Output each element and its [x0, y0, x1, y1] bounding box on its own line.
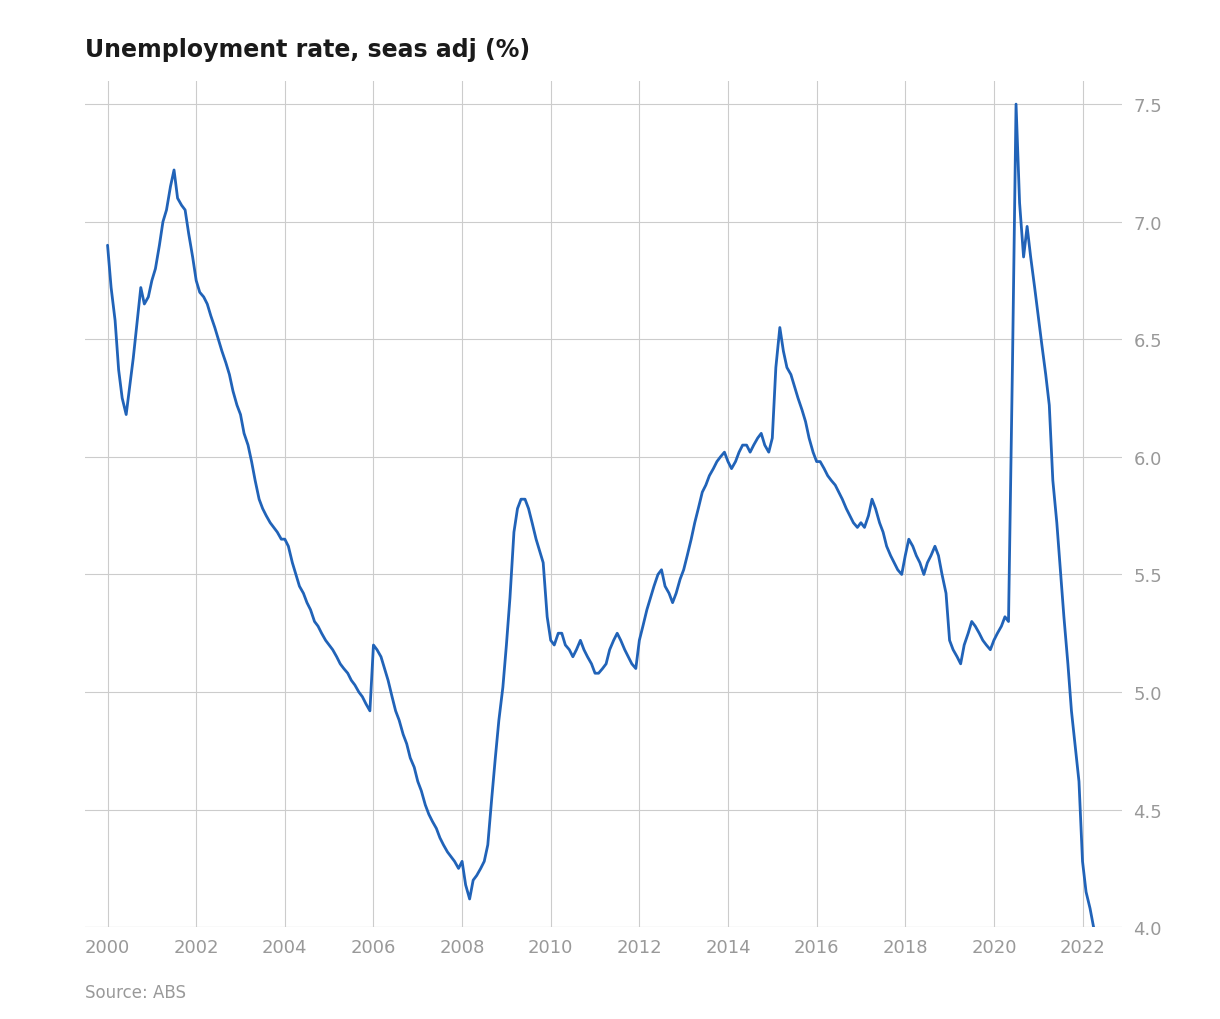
- Text: Source: ABS: Source: ABS: [85, 982, 187, 1001]
- Text: Unemployment rate, seas adj (%): Unemployment rate, seas adj (%): [85, 38, 531, 61]
